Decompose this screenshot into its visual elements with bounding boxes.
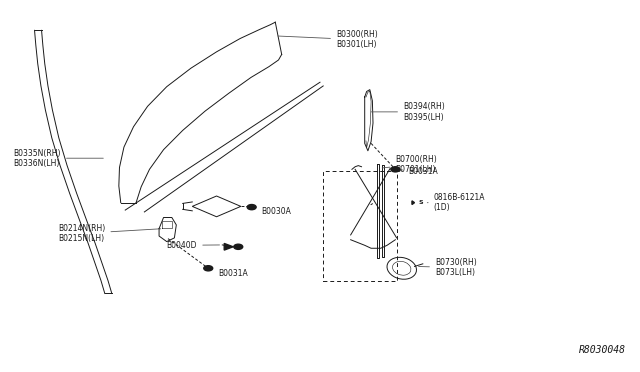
Text: 0816B-6121A
(1D): 0816B-6121A (1D) [428, 193, 485, 212]
Bar [323, 171, 397, 280]
Text: B0394(RH)
B0395(LH): B0394(RH) B0395(LH) [371, 102, 445, 122]
Text: B0730(RH)
B073L(LH): B0730(RH) B073L(LH) [419, 258, 477, 277]
Text: B0335N(RH)
B0336N(LH): B0335N(RH) B0336N(LH) [13, 148, 103, 168]
Text: S: S [419, 200, 423, 205]
Polygon shape [412, 201, 415, 205]
Text: B0700(RH)
B0701(LH): B0700(RH) B0701(LH) [382, 155, 437, 174]
Text: R8030048: R8030048 [579, 344, 626, 355]
Text: B0031A: B0031A [398, 167, 438, 176]
Text: B0040D: B0040D [167, 241, 220, 250]
Circle shape [204, 266, 212, 271]
Circle shape [234, 244, 243, 249]
Circle shape [247, 205, 256, 210]
Text: B0214N(RH)
B0215N(LH): B0214N(RH) B0215N(LH) [58, 224, 161, 243]
Polygon shape [224, 243, 233, 250]
Circle shape [391, 167, 400, 172]
Text: B0031A: B0031A [211, 269, 248, 278]
Text: B0300(RH)
B0301(LH): B0300(RH) B0301(LH) [278, 30, 378, 49]
Text: B0030A: B0030A [254, 208, 291, 217]
